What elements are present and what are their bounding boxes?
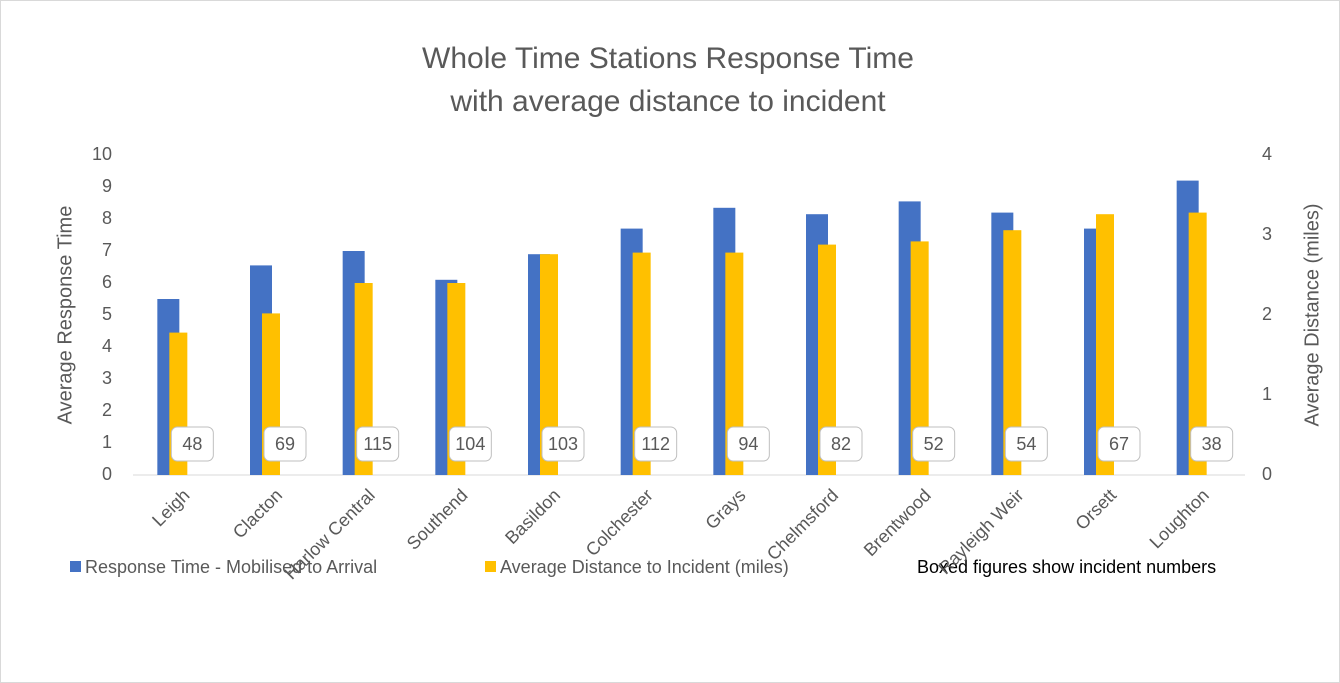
y-tick-label: 5 — [102, 304, 112, 324]
bar — [632, 252, 651, 475]
y2-tick-label: 1 — [1262, 384, 1272, 404]
y-tick-label: 8 — [102, 208, 112, 228]
incident-label: 52 — [924, 434, 944, 454]
incident-label: 104 — [455, 434, 485, 454]
incident-box — [1097, 426, 1141, 462]
y-tick-label: 7 — [102, 240, 112, 260]
legend-label: Response Time - Mobilised to Arrival — [85, 557, 377, 577]
y2-tick-label: 2 — [1262, 304, 1272, 324]
chart-subtitle: with average distance to incident — [449, 85, 886, 118]
incident-box — [912, 426, 956, 462]
y-tick-label: 6 — [102, 272, 112, 292]
incident-box — [819, 426, 863, 462]
incident-label: 54 — [1016, 434, 1036, 454]
note: Boxed figures show incident numbers — [917, 557, 1216, 577]
bar — [1096, 214, 1114, 475]
y-tick-label: 2 — [102, 400, 112, 420]
y-tick-label: 4 — [102, 336, 112, 356]
incident-box — [634, 426, 678, 462]
incident-box — [356, 426, 400, 462]
incident-box — [448, 426, 492, 462]
bar — [910, 241, 929, 475]
incident-label: 112 — [641, 434, 670, 454]
incident-box — [541, 426, 585, 462]
y-tick-label: 3 — [102, 368, 112, 388]
incident-label: 82 — [831, 434, 851, 454]
chart-title: Whole Time Stations Response Time — [422, 42, 914, 75]
incident-label: 115 — [363, 434, 392, 454]
y-axis-label: Average Response Time — [54, 206, 76, 425]
bar — [1003, 230, 1022, 475]
y-tick-label: 10 — [92, 144, 112, 164]
incident-label: 103 — [548, 434, 578, 454]
legend-swatch — [70, 561, 81, 572]
incident-box — [170, 426, 214, 462]
y2-tick-label: 0 — [1262, 464, 1272, 484]
incident-box — [1190, 426, 1234, 462]
legend-swatch — [485, 561, 496, 572]
bar — [1188, 212, 1207, 475]
y2-tick-label: 3 — [1262, 224, 1272, 244]
incident-label: 67 — [1109, 434, 1129, 454]
y-tick-label: 9 — [102, 176, 112, 196]
incident-label: 69 — [275, 434, 295, 454]
bar — [540, 254, 558, 475]
y-tick-label: 0 — [102, 464, 112, 484]
legend-label: Average Distance to Incident (miles) — [500, 557, 789, 577]
y-tick-label: 1 — [102, 432, 112, 452]
incident-label: 48 — [182, 434, 202, 454]
incident-box — [1004, 426, 1048, 462]
incident-label: 38 — [1202, 434, 1222, 454]
incident-label: 94 — [738, 434, 758, 454]
bar — [725, 252, 744, 475]
incident-box — [263, 426, 307, 462]
incident-box — [726, 426, 770, 462]
y2-tick-label: 4 — [1262, 144, 1272, 164]
y2-axis-label: Average Distance (miles) — [1301, 203, 1323, 426]
bar — [818, 244, 836, 475]
